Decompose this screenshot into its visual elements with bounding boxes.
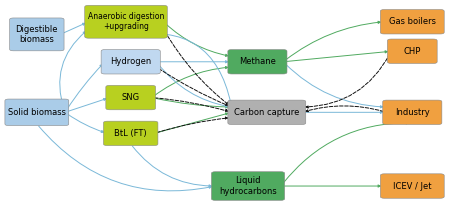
Text: SNG: SNG [122, 93, 140, 102]
FancyBboxPatch shape [380, 10, 444, 34]
Text: Solid biomass: Solid biomass [8, 108, 66, 117]
FancyBboxPatch shape [380, 174, 444, 198]
Text: CHP: CHP [403, 47, 421, 56]
FancyBboxPatch shape [387, 39, 437, 63]
Text: Digestible
biomass: Digestible biomass [16, 25, 58, 44]
FancyBboxPatch shape [103, 121, 158, 146]
Text: ICEV / Jet: ICEV / Jet [393, 181, 431, 191]
FancyBboxPatch shape [106, 85, 155, 110]
FancyBboxPatch shape [211, 172, 284, 200]
Text: Carbon capture: Carbon capture [234, 108, 300, 117]
FancyBboxPatch shape [9, 18, 64, 51]
FancyBboxPatch shape [228, 100, 306, 124]
Text: Methane: Methane [239, 57, 276, 66]
FancyBboxPatch shape [101, 50, 160, 74]
FancyBboxPatch shape [228, 50, 287, 74]
FancyBboxPatch shape [5, 99, 69, 126]
Text: Anaerobic digestion
+upgrading: Anaerobic digestion +upgrading [88, 12, 164, 31]
FancyBboxPatch shape [85, 5, 167, 38]
Text: Hydrogen: Hydrogen [110, 57, 151, 66]
Text: BtL (FT): BtL (FT) [114, 129, 147, 138]
Text: Gas boilers: Gas boilers [389, 17, 436, 26]
FancyBboxPatch shape [383, 100, 442, 124]
Text: Industry: Industry [395, 108, 429, 117]
Text: Liquid
hydrocarbons: Liquid hydrocarbons [219, 176, 277, 196]
